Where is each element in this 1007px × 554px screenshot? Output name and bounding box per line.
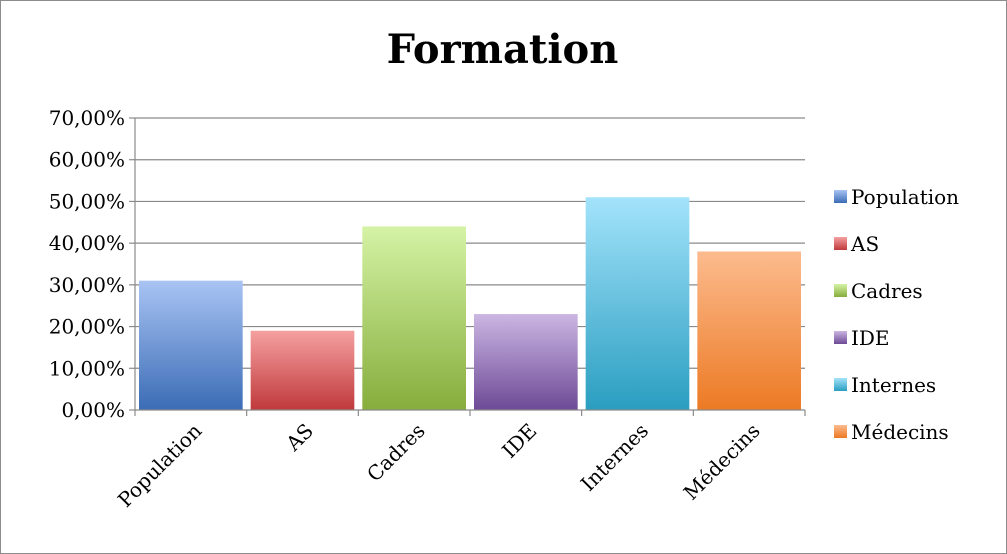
y-tick-label: 70,00% xyxy=(49,106,125,130)
legend-swatch xyxy=(834,331,847,344)
legend-label: Médecins xyxy=(851,420,949,444)
legend-swatch xyxy=(834,425,847,438)
x-category-label: Médecins xyxy=(679,419,765,505)
x-category-label: Internes xyxy=(576,419,653,496)
bar-as xyxy=(250,330,355,410)
legend-label: IDE xyxy=(851,326,890,350)
bar-cadres xyxy=(362,226,466,410)
y-tick-label: 0,00% xyxy=(61,398,125,422)
legend-swatch xyxy=(834,190,847,203)
y-tick-label: 60,00% xyxy=(49,148,125,172)
legend-label: Cadres xyxy=(851,279,923,303)
legend-label: AS xyxy=(850,232,879,256)
bar-internes xyxy=(585,197,690,410)
legend-swatch xyxy=(834,378,847,391)
bars xyxy=(139,197,801,410)
y-tick-label: 20,00% xyxy=(49,315,125,339)
y-tick-label: 50,00% xyxy=(49,189,125,213)
x-category-label: IDE xyxy=(497,419,541,463)
legend-label: Population xyxy=(851,185,959,209)
legend-swatch xyxy=(834,284,847,297)
x-category-label: Cadres xyxy=(362,419,430,487)
bar-médecins xyxy=(697,251,801,410)
legend: Population AS Cadres IDE Internes Médecins xyxy=(834,185,959,444)
x-category-label: Population xyxy=(113,418,206,511)
legend-label: Internes xyxy=(851,373,936,397)
bar-population xyxy=(139,280,243,410)
x-category-label: AS xyxy=(280,419,318,457)
bar-ide xyxy=(474,314,578,410)
chart-title: Formation xyxy=(386,26,619,73)
y-tick-label: 10,00% xyxy=(49,356,125,380)
legend-swatch xyxy=(834,237,847,250)
y-tick-label: 40,00% xyxy=(49,231,125,255)
x-category-labels: Population AS Cadres IDE Internes Médecins xyxy=(113,410,806,512)
y-tick-labels: 0,00% 10,00% 20,00% 30,00% 40,00% 50,00% 60,00… xyxy=(49,106,125,422)
y-tick-label: 30,00% xyxy=(49,273,125,297)
gridlines xyxy=(129,117,805,411)
